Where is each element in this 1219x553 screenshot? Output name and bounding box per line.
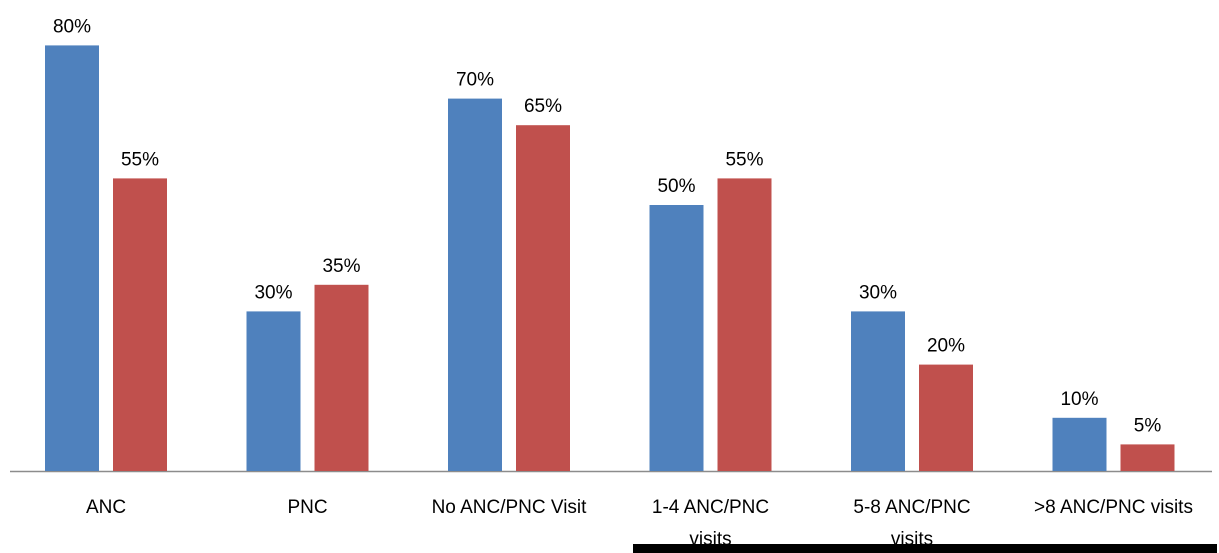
category-label-0: ANC [86,497,126,518]
data-label-2-4: 20% [927,336,965,357]
data-label-1-1: 30% [254,282,292,303]
category-label-line: PNC [287,497,327,518]
data-label-2-0: 55% [121,149,159,170]
data-label-2-1: 35% [322,256,360,277]
category-label-2: No ANC/PNC Visit [432,497,588,518]
category-label-5: >8 ANC/PNC visits [1034,497,1193,518]
bar-2-3 [717,178,772,471]
data-label-2-5: 5% [1134,415,1162,436]
data-label-1-0: 80% [53,16,91,37]
category-label-line: 1-4 ANC/PNC [652,497,769,518]
bar-1-4 [851,311,905,471]
bar-1-1 [246,311,301,471]
data-label-1-5: 10% [1060,389,1098,410]
bar-2-4 [919,364,973,471]
category-label-1: PNC [287,497,327,518]
category-labels-layer: ANC PNC No ANC/PNC Visit 1-4 ANC/PNC visits 5… [86,497,1193,550]
category-label-4: 5-8 ANC/PNC visits [853,497,970,550]
bar-1-2 [448,98,502,471]
category-label-line: >8 ANC/PNC visits [1034,497,1193,518]
data-label-2-2: 65% [524,96,562,117]
bar-2-1 [314,284,369,471]
data-label-1-3: 50% [657,176,695,197]
category-label-line: No ANC/PNC Visit [432,497,588,518]
black-bar-overlay [633,544,1217,553]
category-label-line: ANC [86,497,126,518]
data-label-1-2: 70% [456,70,494,91]
data-label-1-4: 30% [859,282,897,303]
bar-1-3 [649,205,704,471]
bar-1-5 [1052,417,1107,471]
category-label-3: 1-4 ANC/PNC visits [652,497,769,550]
bars-layer [45,45,1175,472]
category-label-line: 5-8 ANC/PNC [853,497,970,518]
bar-2-2 [516,125,570,471]
bar-2-0 [113,178,167,471]
data-labels-layer: 80% 55% 30% 35% 70% 65% 50% 55% 30% 20% 10% 5% [53,16,1161,436]
data-label-2-3: 55% [725,149,763,170]
bar-1-0 [45,45,99,472]
bar-2-5 [1120,444,1175,471]
